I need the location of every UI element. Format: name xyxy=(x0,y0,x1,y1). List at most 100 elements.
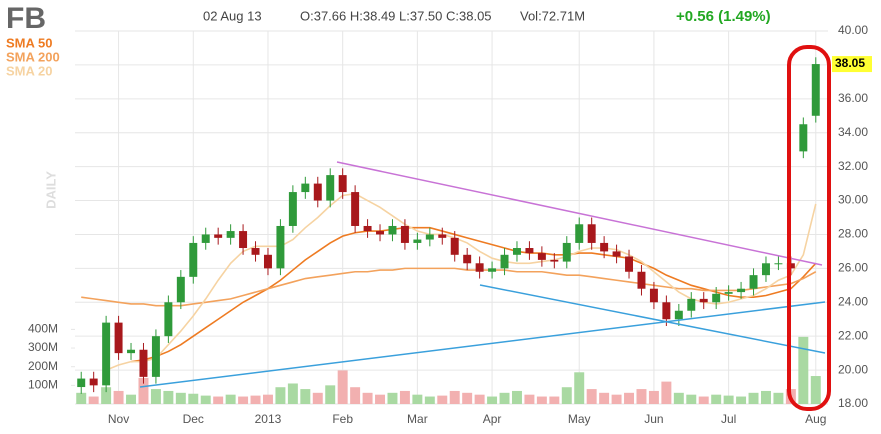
candle-body xyxy=(413,239,422,243)
volume-bar xyxy=(736,396,747,404)
volume-bar xyxy=(723,395,734,404)
x-tick-label: Nov xyxy=(108,412,129,426)
volume-bar xyxy=(175,392,186,404)
candle-body xyxy=(114,322,123,354)
candle-body xyxy=(712,293,721,303)
candle-body xyxy=(761,263,770,276)
volume-bar xyxy=(549,396,560,404)
symbol: FB xyxy=(6,2,46,35)
volume-bar xyxy=(536,396,547,404)
candle-body xyxy=(338,175,347,193)
y-tick-label: 32.00 xyxy=(838,159,868,173)
volume-bar xyxy=(399,390,410,404)
candle-body xyxy=(512,248,521,255)
volume-bar xyxy=(150,389,161,404)
candle-body xyxy=(351,192,360,226)
volume-bar xyxy=(810,376,821,404)
candle-body xyxy=(637,271,646,289)
volume-bar xyxy=(188,393,199,404)
volume-bar xyxy=(487,396,498,404)
volume-bar xyxy=(113,390,124,404)
candle-body xyxy=(774,263,783,265)
candle-body xyxy=(799,124,808,152)
volume-bar xyxy=(325,385,336,404)
candle-body xyxy=(239,231,248,249)
candle-body xyxy=(749,275,758,289)
candle-body xyxy=(425,234,434,240)
legend-entry: SMA 20 xyxy=(6,63,52,78)
candle-body xyxy=(176,276,185,303)
volume-bar xyxy=(424,396,435,404)
volume-bar xyxy=(524,394,535,404)
x-tick-label: Apr xyxy=(483,412,502,426)
plot: 18.00 20.00 22.00 24.00 26.00 28.00 30.00 32.00… xyxy=(28,23,868,426)
x-tick-label: Mar xyxy=(407,412,428,426)
volume-text: Vol:72.71M xyxy=(520,8,585,23)
candle-body xyxy=(699,298,708,303)
volume-bar xyxy=(760,390,771,404)
y2-tick-label: 300M xyxy=(28,340,58,354)
volume-bar xyxy=(474,394,485,404)
candle-body xyxy=(438,234,447,238)
legend-entry: SMA 50 xyxy=(6,35,52,50)
candle-body xyxy=(525,248,534,254)
period-label: DAILY xyxy=(43,171,58,209)
trend-line xyxy=(336,161,823,266)
volume-bar xyxy=(561,387,572,404)
volume-bar xyxy=(262,394,273,404)
volume-bar xyxy=(250,395,261,404)
candle-body xyxy=(537,253,546,260)
volume-bar xyxy=(287,383,298,404)
candle-body xyxy=(562,242,571,262)
volume-bar xyxy=(275,387,286,404)
candle-body xyxy=(662,302,671,320)
x-tick-label: Jul xyxy=(721,412,736,426)
trend-line xyxy=(139,301,826,388)
volume-bar xyxy=(599,392,610,404)
candle-body xyxy=(363,225,372,232)
candle-body xyxy=(127,349,136,354)
volume-bar xyxy=(362,392,373,404)
ohlc: O:37.66 H:38.49 L:37.50 C:38.05 xyxy=(300,8,492,23)
candle-body xyxy=(463,254,472,264)
volume-bar xyxy=(126,394,137,404)
date: 02 Aug 13 xyxy=(203,8,262,23)
volume-bar xyxy=(711,394,722,404)
volume-bar xyxy=(163,390,174,404)
candle-body xyxy=(226,231,235,238)
y-tick-label: 26.00 xyxy=(838,261,868,275)
x-tick-label: May xyxy=(568,412,591,426)
candle-body xyxy=(550,259,559,262)
candle-body xyxy=(376,231,385,235)
candle-body xyxy=(151,336,160,377)
volume-bar xyxy=(586,389,597,404)
candle-body xyxy=(811,64,820,116)
y2-tick-label: 200M xyxy=(28,359,58,373)
y-tick-label: 36.00 xyxy=(838,91,868,105)
volume-bar xyxy=(462,392,473,404)
candle-body xyxy=(450,237,459,255)
y2-tick-label: 100M xyxy=(28,378,58,392)
candle-body xyxy=(575,224,584,243)
candle-body xyxy=(288,192,297,226)
candle-body xyxy=(139,349,148,377)
volume-bar xyxy=(101,387,112,404)
volume-bar xyxy=(673,392,684,404)
highlight-oval xyxy=(787,45,831,411)
candle-body xyxy=(600,242,609,252)
sma-line xyxy=(105,192,817,371)
volume-bar xyxy=(499,392,510,404)
y-tick-label: 24.00 xyxy=(838,294,868,308)
candle-body xyxy=(687,298,696,311)
candle-body xyxy=(488,268,497,272)
x-tick-label: Aug xyxy=(805,412,826,426)
volume-bar xyxy=(648,390,659,404)
candle-body xyxy=(475,263,484,272)
x-tick-label: Dec xyxy=(183,412,204,426)
volume-bar xyxy=(375,394,386,404)
volume-bar xyxy=(511,390,522,404)
volume-bar xyxy=(574,372,585,404)
candle-body xyxy=(500,254,509,269)
candle-body xyxy=(649,288,658,303)
last-price: 38.05 xyxy=(835,56,865,70)
